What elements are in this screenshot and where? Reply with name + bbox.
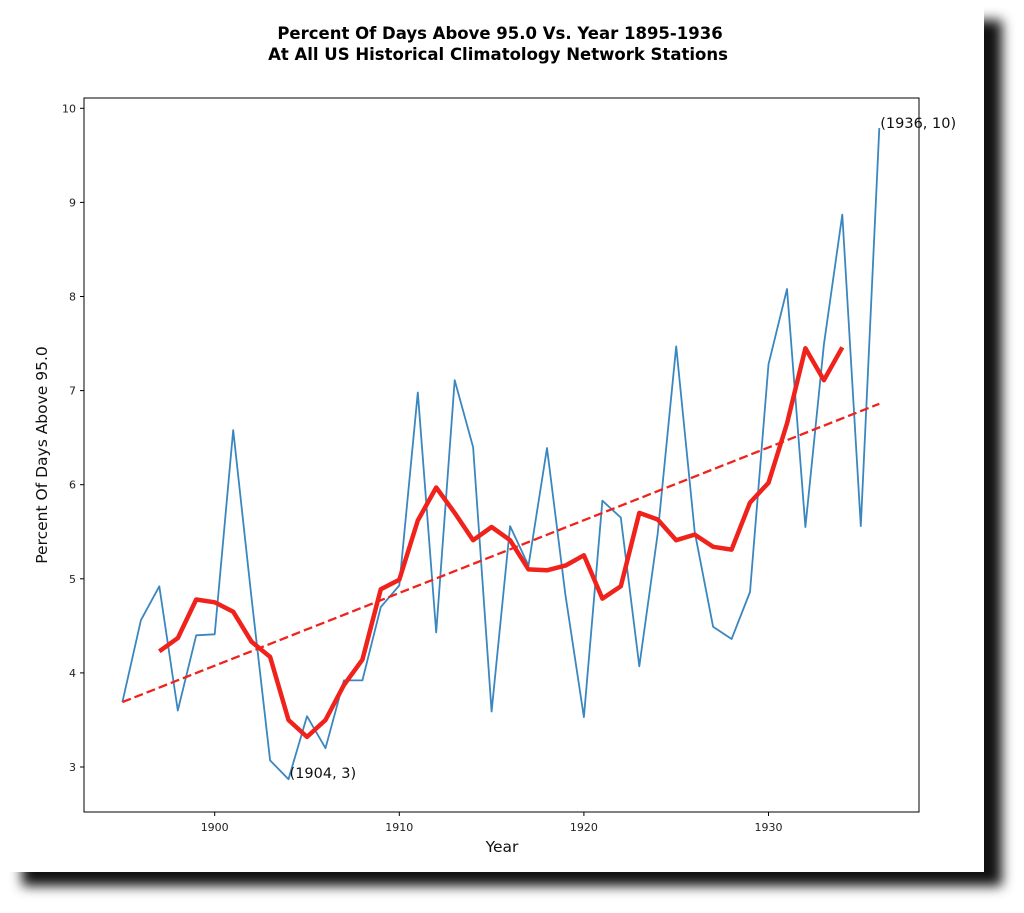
x-tick-label: 1930 (755, 821, 783, 834)
y-tick-label: 10 (62, 102, 76, 115)
x-tick-label: 1910 (385, 821, 413, 834)
annotation: (1936, 10) (880, 116, 956, 132)
chart-title: Percent Of Days Above 95.0 Vs. Year 1895… (277, 24, 722, 43)
annotation: (1904, 3) (290, 766, 357, 782)
plot-area: 1900 1910 1920 1930 3 4 5 6 7 8 9 10 (1904, 3) (1936,… (62, 97, 956, 834)
y-tick-label: 6 (69, 479, 76, 492)
series-line-annual-percent (121, 128, 881, 781)
x-tick-label: 1920 (570, 821, 598, 834)
chart-subtitle: At All US Historical Climatology Network… (268, 45, 728, 64)
series-line-5-year-moving-average (157, 346, 845, 740)
x-axis-label: Year (485, 838, 519, 856)
axes-frame (83, 97, 920, 813)
series-line-linear-trend (121, 402, 880, 704)
y-axis-label: Percent Of Days Above 95.0 (33, 346, 51, 564)
y-tick-label: 4 (69, 667, 76, 680)
y-tick-label: 5 (69, 573, 76, 586)
y-tick-label: 8 (69, 291, 76, 304)
y-tick-label: 3 (69, 761, 76, 774)
x-tick-label: 1900 (201, 821, 229, 834)
figure (8, 6, 984, 872)
y-tick-label: 9 (69, 196, 76, 209)
y-tick-label: 7 (69, 385, 76, 398)
